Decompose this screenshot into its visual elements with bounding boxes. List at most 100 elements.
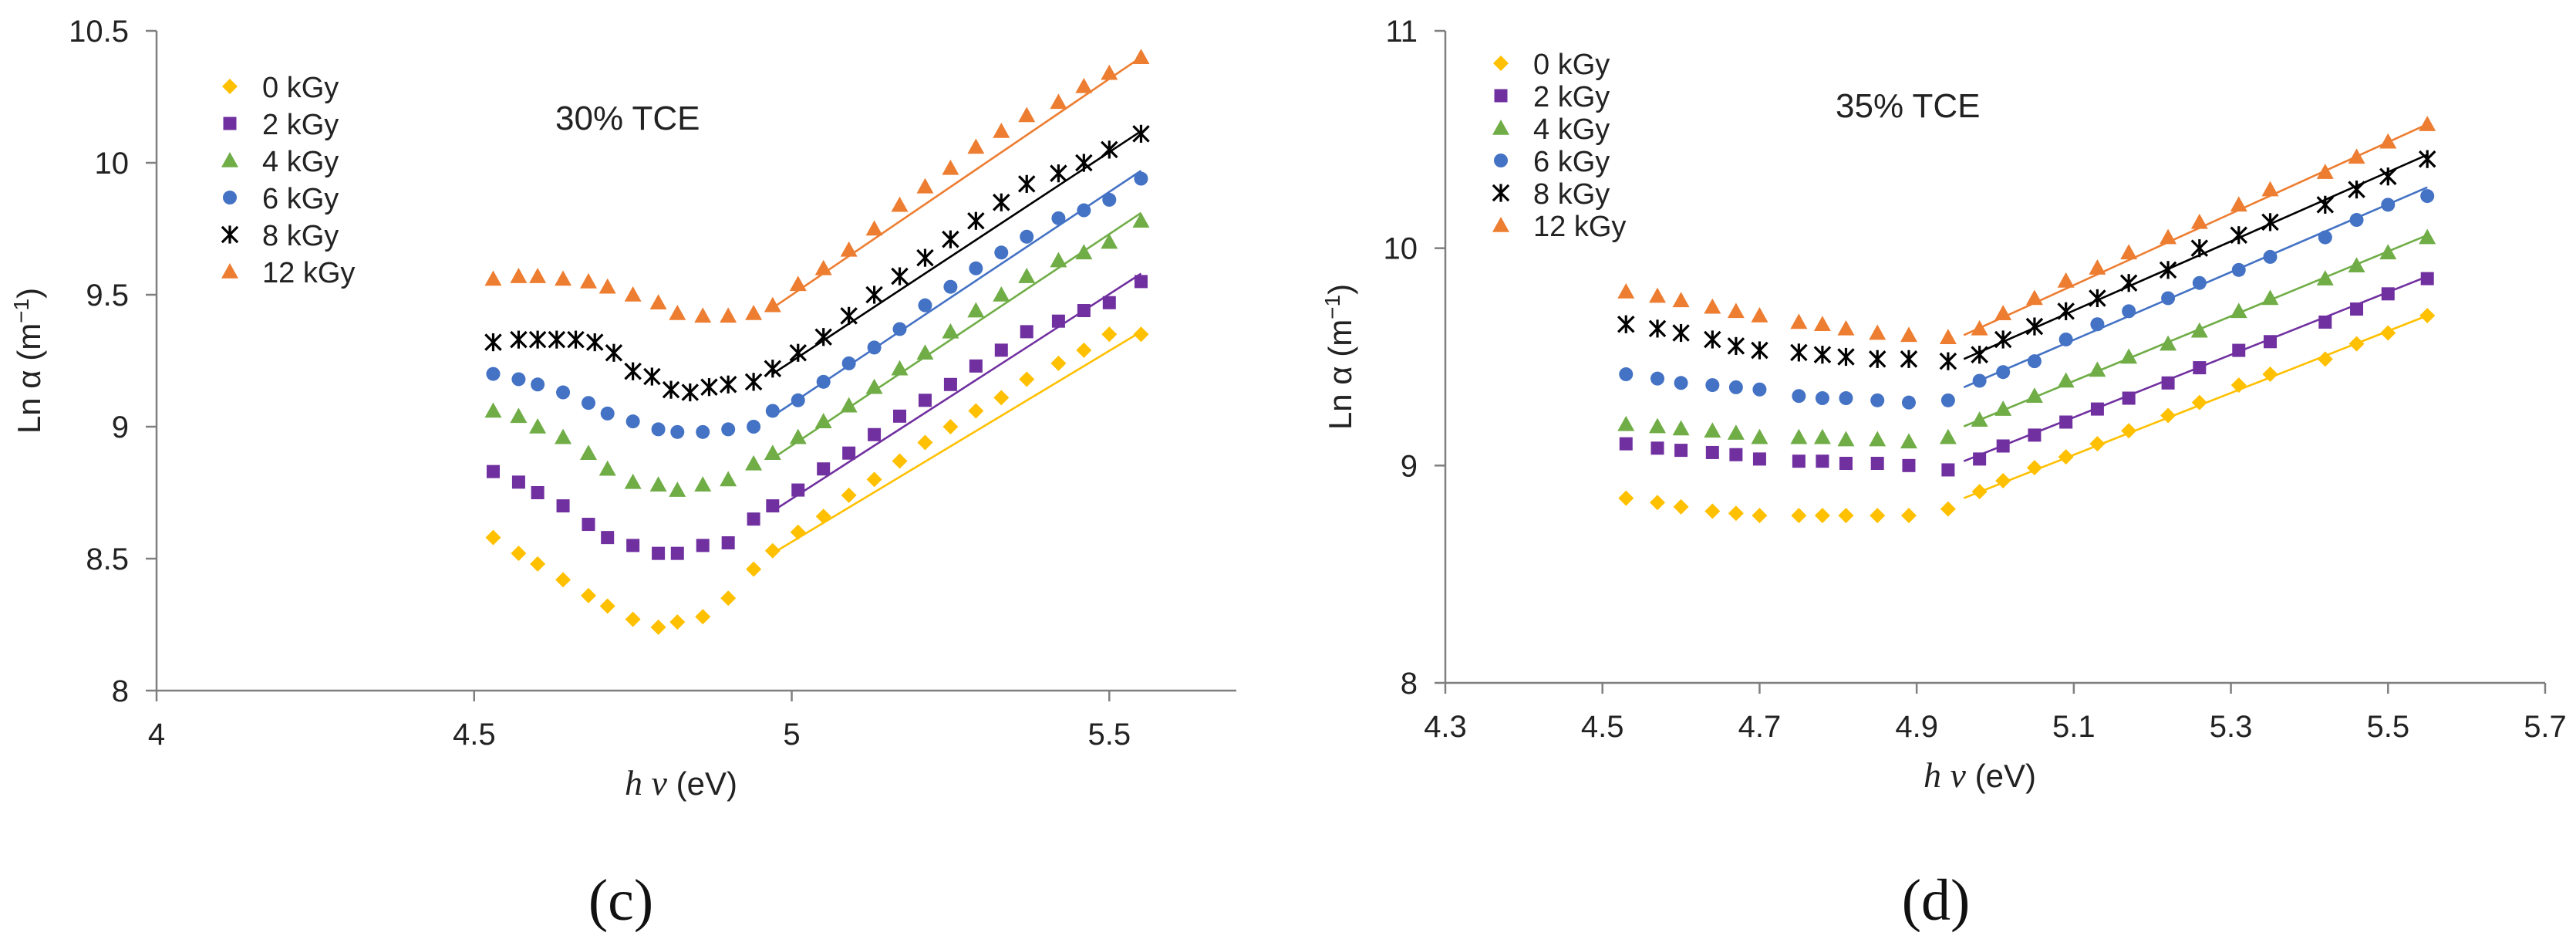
x-tick-label: 4: [148, 718, 165, 752]
data-point: [969, 261, 983, 275]
data-point: [916, 344, 934, 360]
data-point: [1650, 441, 1664, 455]
legend-marker: [223, 117, 237, 130]
data-point: [2262, 367, 2278, 383]
data-point: [745, 454, 763, 471]
y-axis-label: Ln α (m−1): [1320, 284, 1359, 430]
x-axis-label-symbol: h v: [625, 763, 668, 802]
data-point: [1940, 393, 1955, 407]
axes: [1444, 31, 2545, 684]
x-axis-label-symbol: h v: [1924, 755, 1967, 795]
data-point: [1902, 458, 1916, 472]
data-point: [943, 377, 957, 391]
data-point: [1133, 326, 1149, 343]
data-point: [814, 413, 832, 428]
data-point: [943, 279, 958, 294]
data-point: [1075, 154, 1093, 172]
data-point: [580, 272, 597, 289]
legend-marker: [222, 79, 238, 94]
data-point: [2349, 213, 2364, 228]
data-point: [1051, 211, 1066, 225]
data-point: [1815, 391, 1829, 406]
data-point: [1996, 365, 2011, 380]
data-point: [2348, 336, 2365, 352]
data-point: [585, 333, 604, 352]
data-point: [1900, 326, 1917, 343]
data-point: [1134, 275, 1148, 289]
legend-marker: [1492, 217, 1509, 232]
data-point: [1729, 448, 1743, 461]
y-tick-label: 9: [112, 410, 129, 444]
data-point: [1838, 508, 1854, 524]
data-point: [1994, 305, 2012, 320]
y-tick-label: 8.5: [86, 542, 129, 576]
data-point: [2025, 387, 2043, 403]
data-point: [649, 294, 667, 310]
data-point: [556, 499, 570, 513]
legend-label: 4 kGy: [262, 146, 339, 178]
y-tick-label: 10: [1384, 232, 1418, 266]
data-point: [662, 380, 680, 399]
data-point: [1939, 352, 1957, 370]
legend-label: 6 kGy: [1533, 146, 1610, 178]
data-point: [765, 404, 780, 418]
data-point: [816, 374, 831, 389]
y-axis-label-main: Ln α (m: [1322, 319, 1358, 430]
data-point: [1813, 346, 1832, 364]
data-point: [528, 330, 547, 349]
data-point: [669, 614, 686, 630]
data-point: [2230, 226, 2248, 245]
data-point: [1971, 411, 1988, 427]
data-point: [1939, 329, 1957, 344]
data-point: [2161, 376, 2175, 390]
data-point: [2025, 317, 2044, 336]
data-point: [1649, 287, 1667, 303]
data-point: [2318, 230, 2332, 245]
data-point: [968, 403, 984, 419]
data-point: [994, 245, 1009, 260]
data-point: [1132, 124, 1150, 143]
data-point: [1050, 93, 1067, 110]
x-tick-label: 5.5: [2366, 710, 2409, 744]
data-point: [942, 323, 959, 339]
data-point: [892, 453, 908, 469]
data-point: [967, 138, 985, 154]
series-8-kgy: [1617, 150, 2436, 370]
data-point: [2420, 189, 2435, 204]
data-point: [2159, 261, 2177, 279]
data-point: [694, 307, 712, 323]
panel-label: (c): [588, 868, 653, 933]
fit-line: [772, 56, 1142, 309]
chart-annotation: 35% TCE: [1836, 87, 1981, 125]
legend-marker: [1492, 184, 1510, 202]
data-point: [1901, 395, 1916, 410]
data-point: [1971, 319, 1988, 336]
data-point: [625, 414, 640, 429]
data-point: [2121, 423, 2137, 439]
data-point: [1617, 415, 1635, 431]
data-point: [892, 322, 907, 336]
data-point: [1704, 298, 1721, 314]
data-point: [720, 590, 737, 606]
data-point: [841, 356, 856, 370]
data-point: [1971, 484, 1988, 500]
data-point: [1132, 212, 1150, 228]
x-tick-label: 5.3: [2210, 710, 2253, 744]
data-point: [1075, 77, 1093, 93]
data-point: [484, 402, 502, 418]
data-point: [624, 473, 642, 489]
data-point: [1839, 391, 1853, 406]
data-point: [1994, 330, 2012, 349]
data-point: [626, 539, 640, 552]
data-point: [1102, 296, 1116, 309]
data-point: [791, 483, 805, 497]
data-point: [2317, 351, 2333, 367]
data-point: [2059, 415, 2073, 429]
data-point: [2190, 322, 2208, 338]
data-point: [1869, 324, 1886, 340]
series-0-kgy: [1618, 307, 2436, 524]
data-point: [2122, 304, 2136, 319]
data-point: [2089, 436, 2106, 452]
data-point: [649, 476, 667, 492]
data-point: [1971, 346, 1988, 364]
